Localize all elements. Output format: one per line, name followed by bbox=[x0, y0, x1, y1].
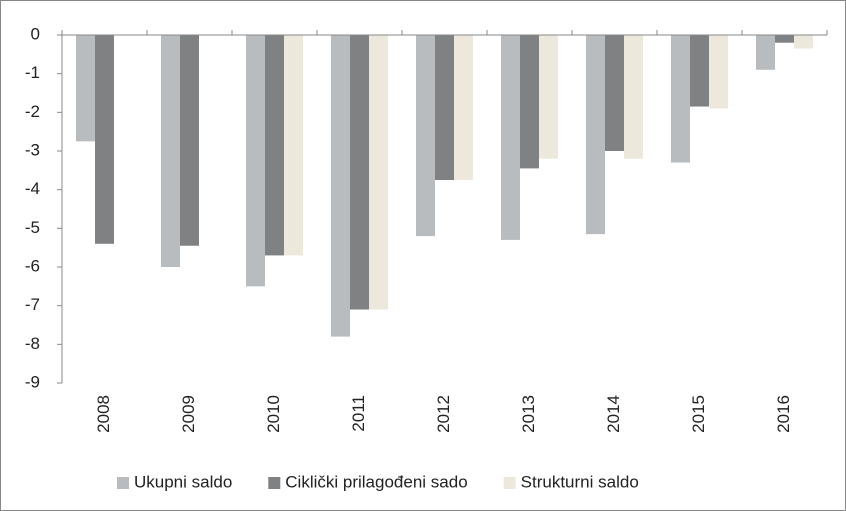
bar bbox=[605, 35, 624, 151]
y-tick-label: -6 bbox=[25, 256, 40, 275]
bar bbox=[775, 35, 794, 43]
bar bbox=[265, 35, 284, 256]
bar bbox=[454, 35, 473, 180]
y-tick-label: -3 bbox=[25, 140, 40, 159]
y-tick-label: -5 bbox=[25, 218, 40, 237]
legend-swatch bbox=[503, 477, 516, 489]
x-tick-label: 2014 bbox=[604, 395, 623, 433]
bar bbox=[76, 35, 95, 142]
y-tick-label: -7 bbox=[25, 295, 40, 314]
y-tick-label: 0 bbox=[31, 24, 40, 43]
bar bbox=[161, 35, 180, 267]
x-tick-label: 2011 bbox=[349, 395, 368, 432]
bar bbox=[246, 35, 265, 287]
x-tick-label: 2012 bbox=[434, 395, 453, 433]
x-tick-label: 2010 bbox=[264, 395, 283, 433]
y-tick-label: -1 bbox=[25, 63, 40, 82]
bar bbox=[520, 35, 539, 169]
legend-swatch bbox=[117, 477, 129, 489]
legend-label: Ukupni saldo bbox=[134, 472, 232, 491]
bar bbox=[284, 35, 303, 256]
bar bbox=[586, 35, 605, 235]
bar bbox=[756, 35, 775, 70]
bar bbox=[690, 35, 709, 107]
bar bbox=[435, 35, 454, 180]
bar bbox=[539, 35, 558, 159]
bar bbox=[709, 35, 728, 109]
bar bbox=[501, 35, 520, 240]
legend-swatch bbox=[268, 477, 281, 489]
legend-label: Ciklički prilagođeni sado bbox=[285, 472, 467, 491]
bar bbox=[369, 35, 388, 310]
bar bbox=[180, 35, 199, 246]
y-tick-label: -9 bbox=[25, 372, 40, 391]
legend-label: Strukturni saldo bbox=[521, 472, 639, 491]
y-tick-label: -8 bbox=[25, 334, 40, 353]
bar bbox=[794, 35, 813, 49]
bar bbox=[671, 35, 690, 163]
bar bbox=[416, 35, 435, 237]
x-tick-label: 2013 bbox=[519, 395, 538, 433]
x-tick-label: 2016 bbox=[774, 395, 793, 433]
x-tick-label: 2015 bbox=[689, 395, 708, 433]
y-tick-label: -4 bbox=[25, 179, 40, 198]
x-tick-label: 2009 bbox=[179, 395, 198, 433]
bar bbox=[331, 35, 350, 337]
bar bbox=[350, 35, 369, 310]
x-tick-label: 2008 bbox=[94, 395, 113, 433]
y-tick-label: -2 bbox=[25, 102, 40, 121]
bar bbox=[624, 35, 643, 159]
bar bbox=[95, 35, 114, 244]
